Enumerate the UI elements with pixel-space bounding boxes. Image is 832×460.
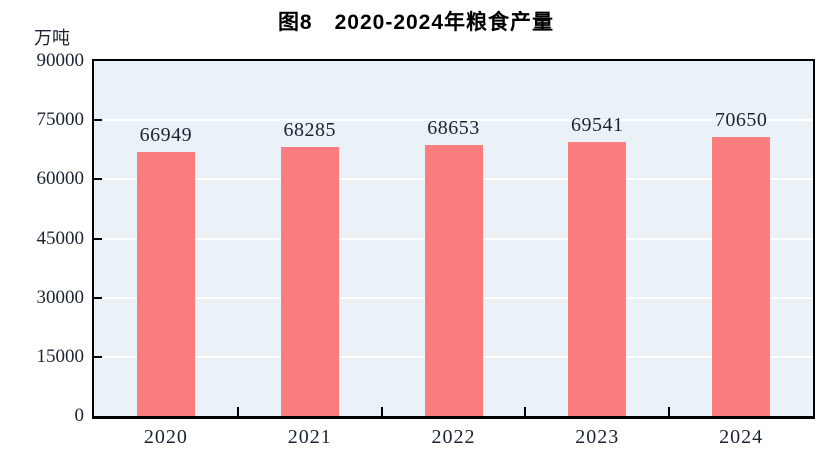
x-axis-label-2020: 2020 [143,426,188,448]
x-axis-label-2024: 2024 [719,426,764,448]
value-label-2022: 68653 [427,117,480,140]
x-axis-tick-mark [668,407,671,416]
y-axis-tick-mark [94,355,102,358]
gridline-75000 [94,119,813,122]
y-axis-label-30000: 30000 [36,286,85,308]
y-axis-label-45000: 45000 [36,227,85,249]
y-axis-tick-mark [94,296,102,299]
y-axis-tick-mark [94,237,102,240]
y-axis-tick-mark [94,178,102,181]
plot-area [92,59,815,419]
value-label-2020: 66949 [139,123,193,146]
value-label-2023: 69541 [571,113,624,136]
y-axis-label-90000: 90000 [36,50,85,71]
y-axis-label-15000: 15000 [36,345,85,367]
x-axis-label-2023: 2023 [575,426,620,448]
x-axis-tick-mark [236,407,239,416]
y-axis-label-60000: 60000 [36,168,85,190]
x-axis-label-2021: 2021 [287,426,332,448]
x-axis-label-2022: 2022 [431,426,476,448]
bar-2023 [568,141,627,416]
x-axis-tick-mark [380,407,383,416]
y-axis-label-75000: 75000 [36,109,85,131]
bar-2022 [424,145,483,416]
y-axis-unit-label: 万吨 [34,28,70,48]
y-axis-label-0: 0 [74,405,85,426]
value-label-2021: 68285 [283,118,336,141]
value-label-2024: 70650 [714,109,768,132]
x-axis-tick-mark [524,407,527,416]
chart-title: 图8 2020-2024年粮食产量 [277,11,555,34]
y-axis-tick-mark [94,119,102,122]
bar-2020 [136,151,195,416]
bar-2024 [712,137,771,416]
bar-2021 [280,146,339,416]
